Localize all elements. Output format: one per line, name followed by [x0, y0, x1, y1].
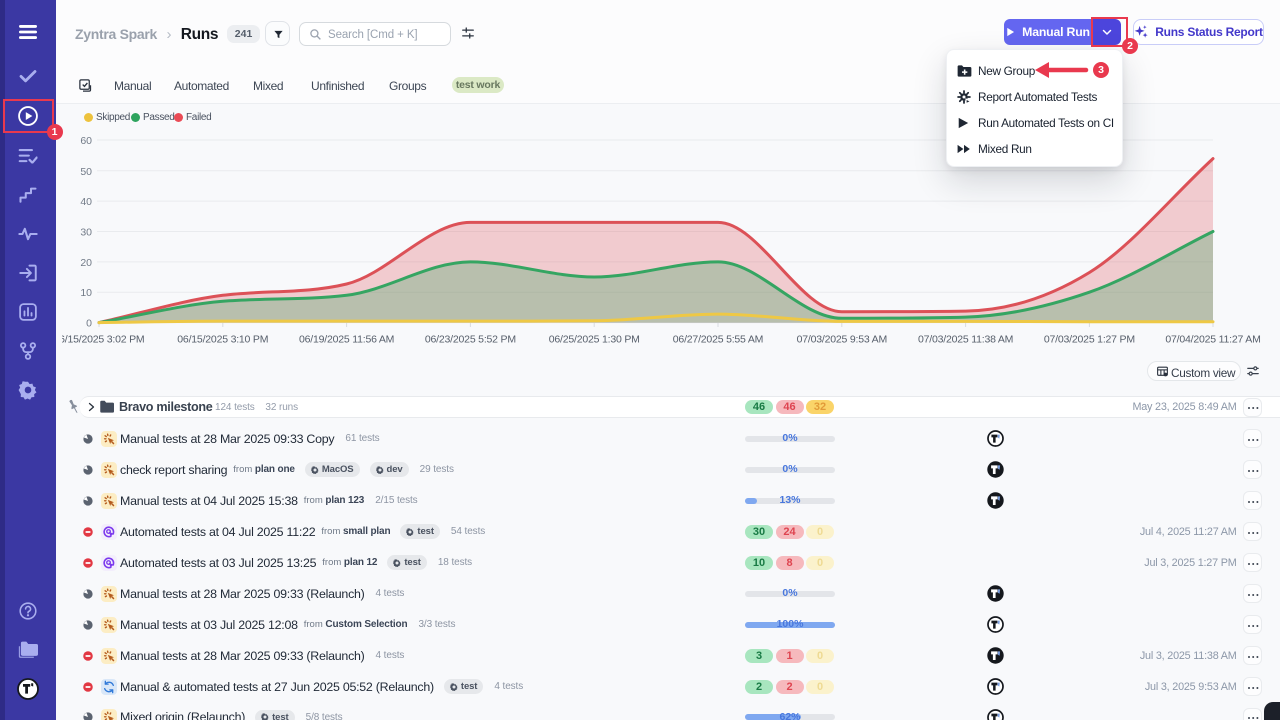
svg-text:0: 0 [86, 318, 92, 330]
svg-text:06/15/2025 3:10 PM: 06/15/2025 3:10 PM [177, 334, 268, 346]
svg-text:40: 40 [80, 196, 92, 208]
svg-text:30: 30 [80, 227, 92, 239]
svg-text:06/23/2025 5:52 PM: 06/23/2025 5:52 PM [425, 334, 516, 346]
svg-text:50: 50 [80, 166, 92, 178]
svg-text:07/04/2025 11:27 AM: 07/04/2025 11:27 AM [1165, 334, 1260, 346]
svg-text:06/27/2025 5:55 AM: 06/27/2025 5:55 AM [673, 334, 763, 346]
svg-text:10: 10 [80, 287, 92, 299]
svg-text:06/19/2025 11:56 AM: 06/19/2025 11:56 AM [299, 334, 394, 346]
svg-text:06/15/2025 3:02 PM: 06/15/2025 3:02 PM [62, 334, 144, 346]
svg-text:20: 20 [80, 257, 92, 269]
svg-text:07/03/2025 1:27 PM: 07/03/2025 1:27 PM [1044, 334, 1135, 346]
svg-text:06/25/2025 1:30 PM: 06/25/2025 1:30 PM [549, 334, 640, 346]
svg-text:07/03/2025 9:53 AM: 07/03/2025 9:53 AM [797, 334, 887, 346]
svg-text:60: 60 [80, 135, 92, 147]
svg-text:07/03/2025 11:38 AM: 07/03/2025 11:38 AM [918, 334, 1013, 346]
